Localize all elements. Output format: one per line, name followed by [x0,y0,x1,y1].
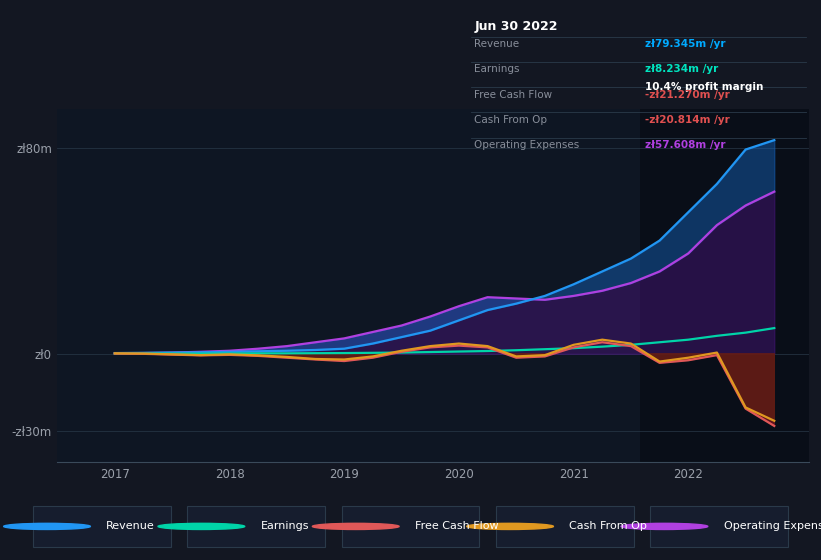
FancyBboxPatch shape [496,506,634,547]
Text: 10.4% profit margin: 10.4% profit margin [645,82,764,92]
Text: zł79.345m /yr: zł79.345m /yr [645,39,726,49]
Text: Earnings: Earnings [260,521,309,531]
Text: Free Cash Flow: Free Cash Flow [415,521,498,531]
FancyBboxPatch shape [342,506,479,547]
Text: Cash From Op: Cash From Op [569,521,647,531]
Text: Operating Expenses: Operating Expenses [723,521,821,531]
Circle shape [312,523,399,530]
Text: Earnings: Earnings [475,64,520,74]
Text: Operating Expenses: Operating Expenses [475,140,580,150]
Text: Jun 30 2022: Jun 30 2022 [475,20,557,33]
Text: Cash From Op: Cash From Op [475,115,548,125]
Text: zł8.234m /yr: zł8.234m /yr [645,64,718,74]
Text: Revenue: Revenue [475,39,520,49]
Text: -zł21.270m /yr: -zł21.270m /yr [645,90,730,100]
Circle shape [466,523,553,530]
FancyBboxPatch shape [650,506,788,547]
Circle shape [621,523,708,530]
Circle shape [158,523,245,530]
Text: Revenue: Revenue [106,521,155,531]
FancyBboxPatch shape [33,506,171,547]
Bar [640,109,809,462]
FancyBboxPatch shape [187,506,325,547]
Circle shape [3,523,90,530]
Text: Free Cash Flow: Free Cash Flow [475,90,553,100]
Text: -zł20.814m /yr: -zł20.814m /yr [645,115,730,125]
Text: zł57.608m /yr: zł57.608m /yr [645,140,726,150]
